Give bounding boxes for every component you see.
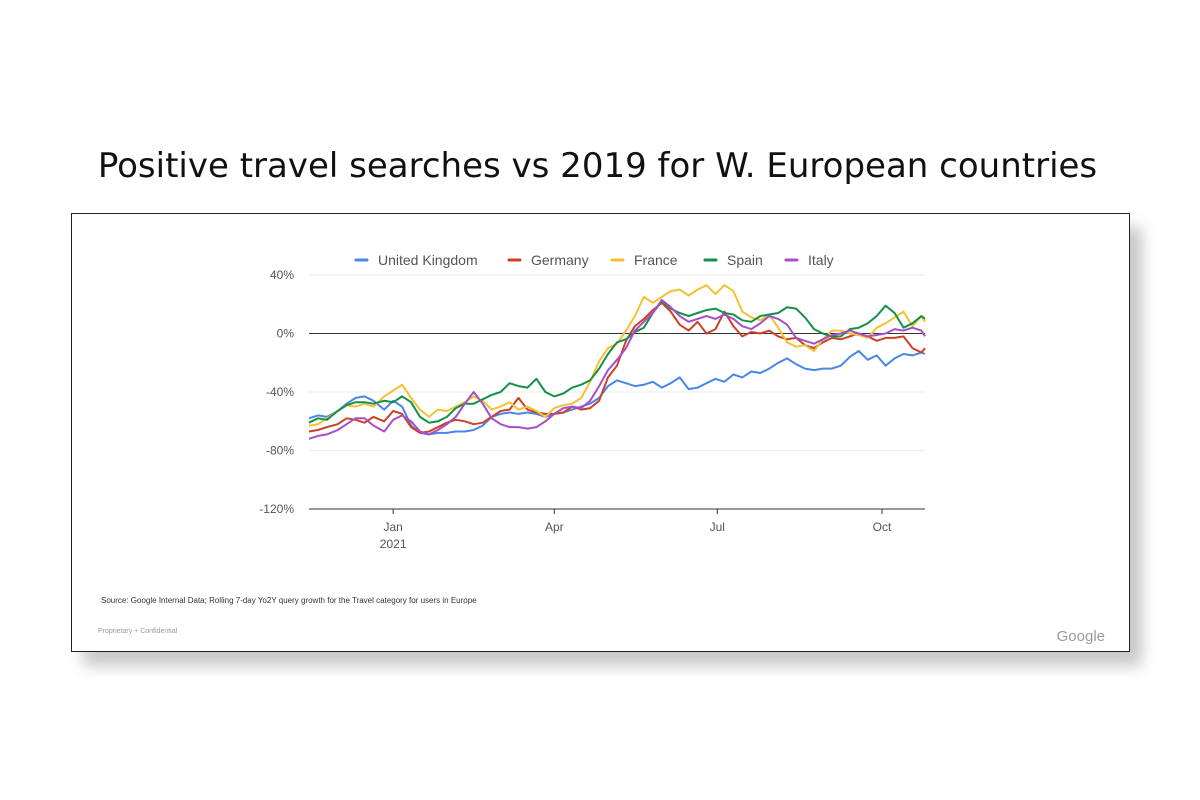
legend-label-united-kingdom: United Kingdom (378, 252, 478, 268)
page-title: Positive travel searches vs 2019 for W. … (97, 146, 1098, 186)
series-layer (308, 284, 926, 440)
y-tick-label: 0% (277, 327, 295, 341)
x-tick-sublabel: 2021 (380, 537, 407, 551)
grid-layer (309, 274, 925, 510)
legend-label-spain: Spain (727, 252, 763, 268)
series-line-spain (308, 300, 926, 424)
y-tick-label: -40% (266, 385, 294, 399)
google-logo: Google (1056, 628, 1105, 645)
chart-legend: United Kingdom Germany France Spain Italy (354, 252, 834, 268)
legend-label-italy: Italy (808, 252, 834, 268)
confidential-label: Proprietary + Confidential (98, 628, 178, 635)
chart-card: 40% 0% -40% -80% -120% Jan 2021 Apr Jul Oct Unite… (71, 213, 1130, 652)
y-tick-label: 40% (270, 268, 294, 282)
x-tick-label: Jul (710, 520, 725, 534)
x-tick-label: Apr (545, 520, 564, 534)
x-tick-label: Oct (873, 520, 892, 534)
y-tick-label: -120% (259, 502, 294, 516)
series-line-france (308, 284, 926, 427)
legend-label-germany: Germany (531, 252, 589, 268)
x-tick-label: Jan (383, 520, 402, 534)
line-chart: 40% 0% -40% -80% -120% Jan 2021 Apr Jul Oct Unite… (259, 252, 926, 551)
legend-label-france: France (634, 252, 678, 268)
series-line-italy (308, 298, 926, 440)
source-note: Source: Google Internal Data; Rolling 7-… (101, 596, 477, 605)
axis-layer: 40% 0% -40% -80% -120% Jan 2021 Apr Jul Oct (259, 268, 892, 551)
y-tick-label: -80% (266, 444, 294, 458)
